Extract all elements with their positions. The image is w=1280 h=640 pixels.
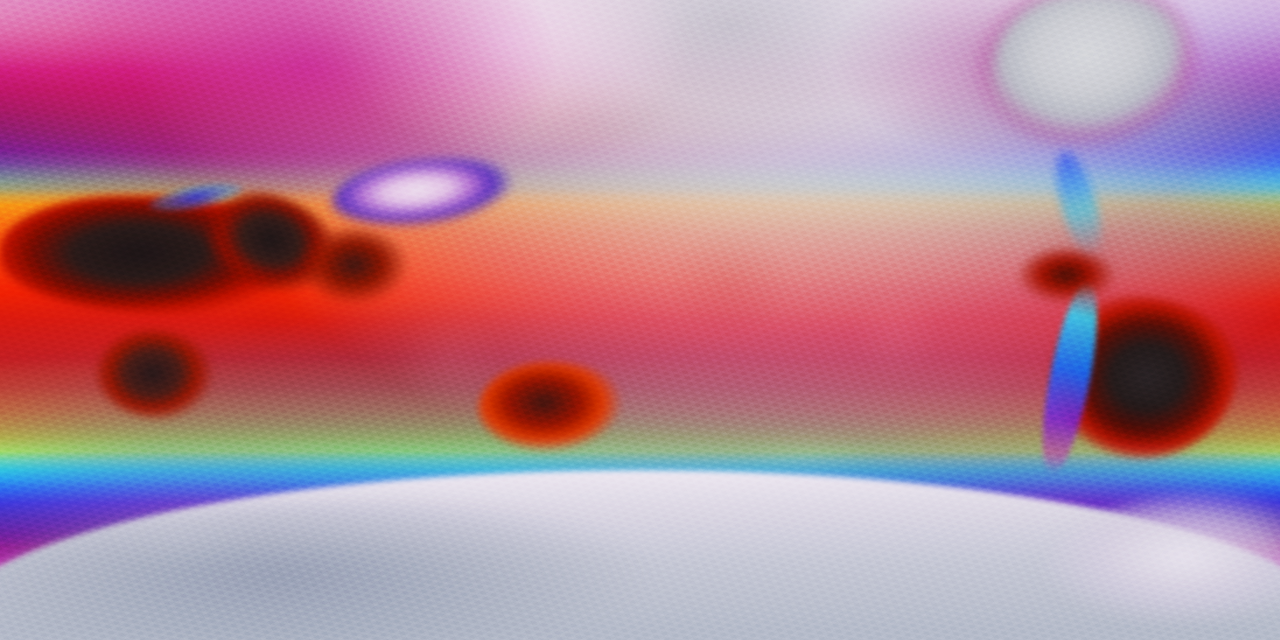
tibetan-plateau-cold-region: [327, 150, 523, 234]
india-hot-region: [300, 228, 408, 304]
australia-hot-region: [478, 362, 628, 454]
mexico-hot-region: [1018, 248, 1114, 304]
southern-africa-hot-region: [96, 330, 214, 420]
rocky-mountains-cold-streak: [1047, 147, 1111, 263]
